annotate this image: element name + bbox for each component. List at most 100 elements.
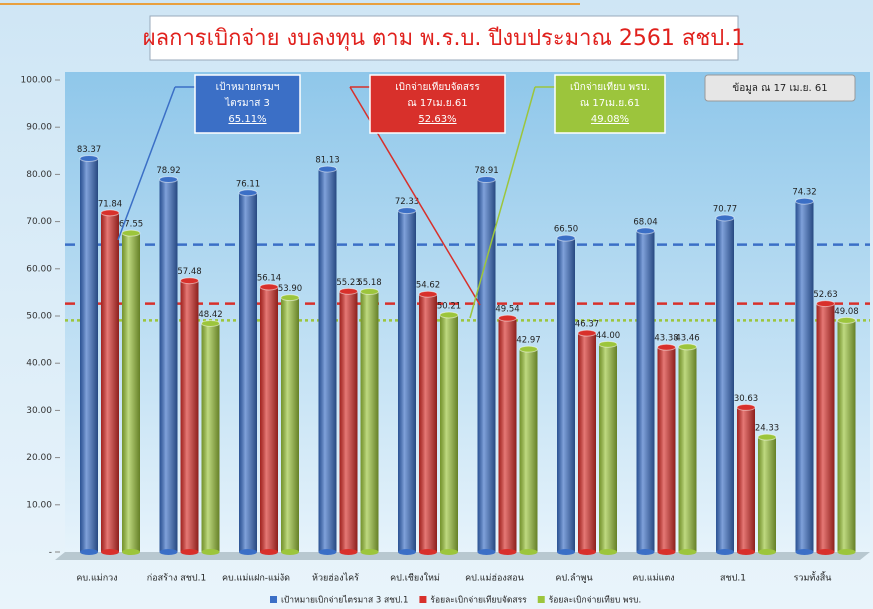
data-label: 56.14: [257, 274, 281, 284]
data-label: 54.62: [416, 281, 440, 291]
data-label: 78.92: [156, 166, 180, 176]
callout-text: เบิกจ่ายเทียบจัดสรร: [395, 81, 480, 93]
data-label: 24.33: [755, 424, 779, 434]
data-label: 74.32: [792, 188, 816, 198]
y-tick-label: 30.00: [26, 406, 52, 416]
x-tick-label: คบ.แม่กวง: [76, 574, 117, 584]
data-label: 68.04: [633, 217, 657, 227]
bar-shade: [201, 323, 220, 552]
bar-top: [795, 197, 814, 205]
x-tick-label: คป.ลำพูน: [555, 573, 592, 584]
legend-label: ร้อยละเบิกจ่ายเทียบ พรบ.: [549, 595, 641, 606]
data-label: 57.48: [177, 267, 201, 277]
y-tick-label: 100.00: [21, 76, 53, 86]
bar-top: [180, 277, 199, 285]
x-tick-label: สชป.1: [720, 574, 746, 584]
bar-base: [557, 549, 575, 555]
x-tick-label: ห้วยฮ่องไคร้: [312, 573, 359, 584]
bar-base: [657, 549, 676, 555]
data-label: 52.63: [813, 290, 837, 300]
bar-shade: [758, 437, 776, 552]
bar-top: [715, 214, 735, 222]
bar-base: [360, 549, 379, 555]
callout-text: เบิกจ่ายเทียบ พรบ.: [570, 81, 650, 93]
y-tick-label: 40.00: [26, 359, 52, 369]
data-label: 44.00: [596, 331, 620, 341]
bar-top: [238, 189, 258, 197]
bar-shade: [260, 287, 278, 552]
bar-base: [737, 549, 755, 555]
callout-text: ณ 17เม.ย.61: [580, 98, 640, 109]
x-tick-label: ก่อสร้าง สชป.1: [147, 573, 206, 584]
bar-top: [736, 403, 756, 411]
x-tick-label: คป.เชียงใหม่: [390, 573, 440, 584]
callout-text: เป้าหมายกรมฯ: [216, 81, 280, 93]
bar-base: [519, 549, 538, 555]
bar-shade: [578, 333, 596, 552]
bar-shade: [239, 192, 257, 552]
bar-top: [159, 175, 178, 183]
bar-shade: [657, 347, 676, 552]
callout-box: [554, 74, 666, 134]
bar-base: [201, 549, 220, 555]
y-tick-label: -: [49, 548, 52, 558]
data-label: 42.97: [516, 336, 540, 346]
bar-top: [318, 165, 337, 173]
data-label: 78.91: [474, 166, 498, 176]
bar-base: [80, 549, 98, 555]
bar-base: [678, 549, 697, 555]
bar-top: [201, 319, 220, 327]
bar-top: [757, 433, 777, 441]
bar-shade: [180, 280, 199, 552]
bar-shade: [419, 294, 437, 552]
bar-shade: [557, 238, 575, 552]
callout-value: 49.08%: [591, 114, 629, 125]
bar-base: [398, 549, 416, 555]
callout-leader: [469, 86, 536, 319]
bar-base: [440, 549, 458, 555]
bar-base: [636, 549, 655, 555]
bar-shade: [837, 320, 856, 552]
bar-top: [259, 283, 279, 291]
bar-shade: [737, 407, 755, 552]
bar-top: [79, 154, 99, 162]
legend-swatch: [537, 596, 545, 603]
bar-top: [657, 343, 676, 351]
legend-label: เป้าหมายเบิกจ่ายไตรมาส 3 สชป.1: [281, 595, 408, 606]
bar-base: [318, 549, 337, 555]
bar-shade: [101, 212, 119, 552]
bar-base: [599, 549, 617, 555]
bar-shade: [599, 344, 617, 552]
legend-swatch: [419, 596, 427, 603]
data-label: 55.18: [357, 278, 381, 288]
bar-top: [636, 227, 655, 235]
x-tick-label: รวมทั้งสิ้น: [794, 571, 832, 584]
bar-shade: [159, 179, 178, 552]
bar-shade: [339, 291, 358, 552]
bar-top: [418, 290, 438, 298]
callout-box: [194, 74, 301, 134]
bar-base: [837, 549, 856, 555]
bar-top: [837, 316, 856, 324]
info-text: ข้อมูล ณ 17 เม.ย. 61: [732, 82, 827, 94]
data-label: 43.46: [675, 333, 699, 343]
y-tick-label: 20.00: [26, 453, 52, 463]
bar-base: [339, 549, 358, 555]
bar-shade: [281, 297, 299, 552]
bar-base: [578, 549, 596, 555]
bar-top: [598, 340, 618, 348]
bar-top: [280, 294, 300, 302]
bar-top: [498, 314, 517, 322]
y-tick-label: 10.00: [26, 500, 52, 510]
bar-top: [678, 343, 697, 351]
bar-base: [239, 549, 257, 555]
callout-text: ไตรมาส 3: [224, 97, 270, 109]
bar-top: [439, 311, 459, 319]
legend-swatch: [270, 596, 277, 603]
bar-base: [795, 549, 814, 555]
bar-shade: [498, 318, 517, 552]
callout-leader: [117, 86, 176, 241]
bar-shade: [795, 201, 814, 552]
data-label: 43.38: [654, 334, 678, 344]
bar-base: [477, 549, 496, 555]
